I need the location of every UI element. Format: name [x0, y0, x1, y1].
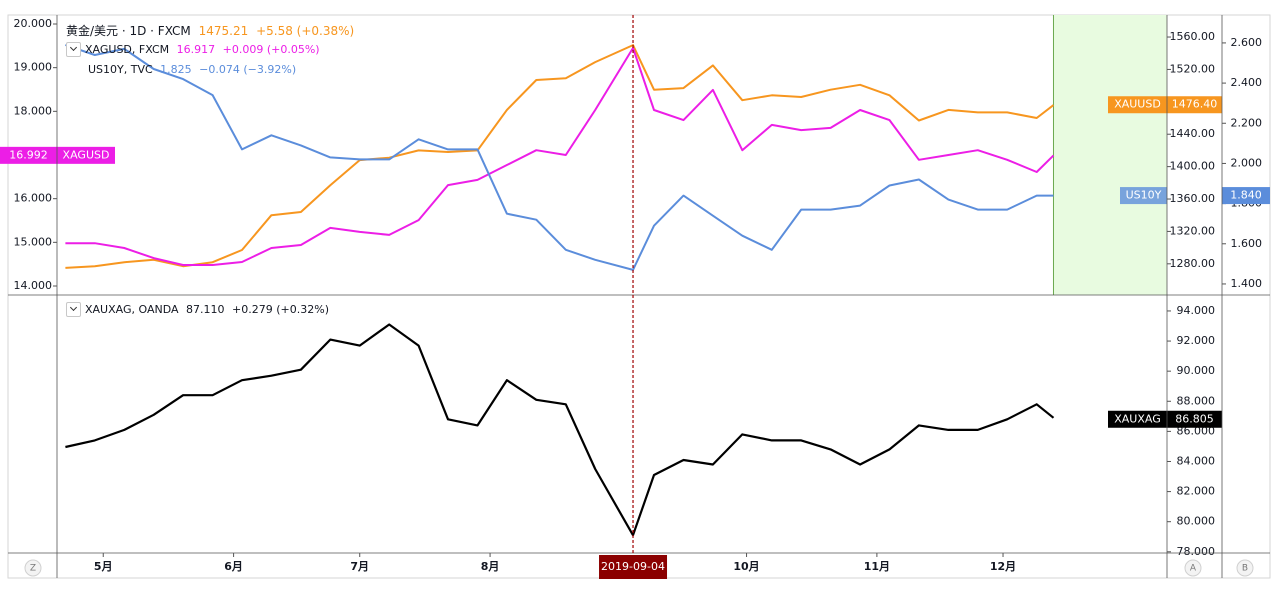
badge-name-box [1108, 96, 1167, 114]
scale-button-label[interactable]: A [1190, 564, 1197, 574]
x-tick-label: 6月 [224, 560, 243, 573]
x-tick-label: 12月 [990, 560, 1016, 573]
legend-value: 87.110 [186, 302, 225, 316]
y-tick-label: 1.600 [1231, 237, 1263, 250]
badge-name: XAUXAG [1114, 412, 1161, 425]
badge-name-box [57, 146, 115, 164]
scale-button-label[interactable]: Z [30, 564, 36, 574]
scale-button[interactable] [1184, 559, 1202, 577]
badge-value-box [1222, 187, 1270, 205]
y-tick-label: 2.000 [1231, 156, 1263, 169]
y-tick-label: 19.000 [14, 61, 53, 74]
y-tick-label: 92.000 [1177, 334, 1216, 347]
legend-row: XAGUSD, FXCM 16.917 +0.009 (+0.05%) [66, 42, 324, 57]
badge-value: 86.805 [1175, 412, 1214, 425]
series-line [65, 43, 1054, 271]
y-tick-label: 80.000 [1177, 515, 1216, 528]
x-tick-label: 5月 [94, 560, 113, 573]
y-tick-label: 1560.00 [1170, 30, 1216, 43]
y-tick-label: 78.000 [1177, 545, 1216, 558]
badge-name-box [1108, 410, 1167, 428]
badge-name-box [1120, 187, 1167, 205]
y-tick-label: 1.400 [1231, 277, 1263, 290]
y-tick-label: 84.000 [1177, 454, 1216, 467]
scale-button[interactable] [1236, 559, 1254, 577]
legend-title: US10Y, TVC [88, 63, 153, 76]
y-tick-label: 2.600 [1231, 36, 1263, 49]
x-tick-label: 10月 [733, 560, 759, 573]
legend-change: +0.009 (+0.05%) [222, 42, 320, 56]
y-tick-label: 16.000 [14, 192, 53, 205]
legend-title: 黄金/美元 · 1D · FXCM [66, 24, 191, 38]
y-tick-label: 20.000 [14, 17, 53, 30]
legend-value: 1.825 [160, 63, 192, 76]
legend-change: +0.279 (+0.32%) [232, 302, 329, 316]
scale-button[interactable] [24, 559, 42, 577]
y-tick-label: 2.200 [1231, 116, 1263, 129]
y-tick-label: 88.000 [1177, 394, 1216, 407]
legend-change: +5.58 (+0.38%) [256, 24, 355, 38]
y-tick-label: 1320.00 [1170, 224, 1216, 237]
y-tick-label: 1360.00 [1170, 192, 1216, 205]
y-tick-label: 1520.00 [1170, 62, 1216, 75]
legend-title: XAGUSD, FXCM [85, 42, 170, 56]
y-tick-label: 94.000 [1177, 304, 1216, 317]
crosshair-label: 2019-09-04 [601, 560, 665, 573]
badge-name: US10Y [1126, 189, 1162, 202]
collapse-button[interactable] [66, 42, 81, 57]
x-tick-label: 11月 [864, 560, 890, 573]
crosshair-label-box [599, 555, 668, 579]
legend-row: US10Y, TVC 1.825 −0.074 (−3.92%) [88, 63, 300, 76]
series-line [65, 47, 1055, 266]
legend-value: 16.917 [176, 42, 216, 56]
y-tick-label: 18.000 [14, 104, 53, 117]
legend-row: XAUXAG, OANDA 87.110 +0.279 (+0.32%) [66, 302, 333, 317]
legend-title: XAUXAG, OANDA [85, 302, 179, 316]
badge-value-box [1167, 96, 1222, 114]
y-tick-label: 15.000 [14, 235, 53, 248]
y-tick-label: 1400.00 [1170, 160, 1216, 173]
y-tick-label: 90.000 [1177, 364, 1216, 377]
y-tick-label: 1440.00 [1170, 127, 1216, 140]
badge-name: XAUUSD [1114, 98, 1161, 111]
legend-change: −0.074 (−3.92%) [199, 63, 297, 76]
y-tick-label: 2.400 [1231, 76, 1263, 89]
badge-value: 16.992 [9, 148, 48, 161]
highlight-range [1053, 15, 1167, 295]
y-tick-label: 1280.00 [1170, 257, 1216, 270]
series-line [65, 323, 1055, 537]
legend-value: 1475.21 [198, 24, 249, 38]
y-tick-label: 82.000 [1177, 485, 1216, 498]
badge-value-box [1167, 410, 1222, 428]
badge-value-box [0, 146, 57, 164]
series-line [65, 44, 1055, 269]
badge-name: XAGUSD [63, 148, 110, 161]
y-tick-label: 14.000 [14, 279, 53, 292]
collapse-button[interactable] [66, 302, 81, 317]
x-tick-label: 8月 [481, 560, 500, 573]
badge-value: 1.840 [1230, 189, 1262, 202]
legend-row: 黄金/美元 · 1D · FXCM 1475.21 +5.58 (+0.38%) [66, 22, 358, 39]
x-tick-label: 7月 [350, 560, 369, 573]
scale-button-label[interactable]: B [1242, 564, 1248, 574]
badge-value: 1476.40 [1172, 98, 1218, 111]
